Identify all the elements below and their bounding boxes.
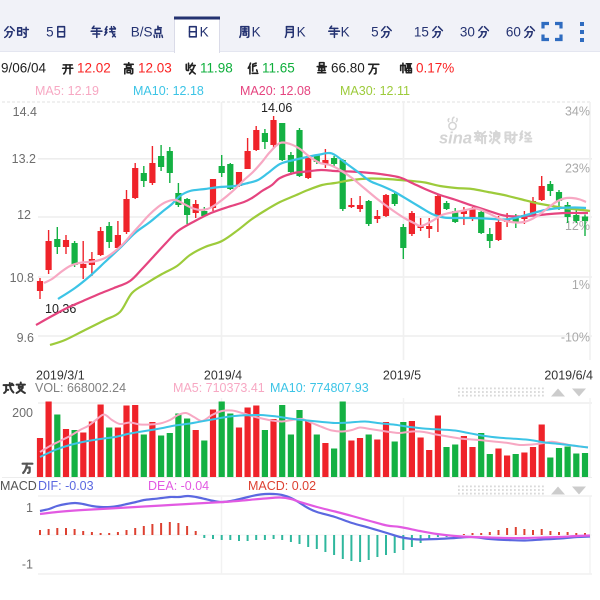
- svg-text:200: 200: [12, 406, 33, 420]
- svg-text:9.6: 9.6: [17, 331, 34, 345]
- svg-text:66.80: 66.80: [331, 61, 365, 76]
- svg-text:MA10: 12.18: MA10: 12.18: [133, 84, 204, 98]
- svg-text:sina: sina: [439, 130, 472, 148]
- svg-text:MA10: 774807.93: MA10: 774807.93: [270, 381, 369, 395]
- svg-text:15: 15: [414, 25, 429, 40]
- svg-text:14.06: 14.06: [261, 101, 292, 115]
- svg-text:DEA: -0.04: DEA: -0.04: [148, 479, 209, 493]
- svg-text:9/06/04: 9/06/04: [1, 61, 47, 76]
- svg-text:VOL: 668002.24: VOL: 668002.24: [35, 381, 126, 395]
- svg-text:MA30: 12.11: MA30: 12.11: [340, 84, 410, 98]
- svg-text:60: 60: [506, 25, 521, 40]
- svg-text:34%: 34%: [565, 105, 590, 119]
- svg-text:DIF: -0.03: DIF: -0.03: [38, 479, 94, 493]
- svg-text:MA5: 710373.41: MA5: 710373.41: [173, 381, 265, 395]
- svg-text:2019/3/1: 2019/3/1: [36, 369, 85, 383]
- svg-text:K: K: [252, 25, 261, 40]
- svg-text:12%: 12%: [565, 219, 590, 233]
- svg-text:14.4: 14.4: [13, 105, 37, 119]
- svg-text:K: K: [200, 25, 209, 40]
- svg-text:1: 1: [26, 501, 33, 515]
- svg-text:0.17%: 0.17%: [416, 61, 454, 76]
- svg-text:12.02: 12.02: [77, 61, 111, 76]
- svg-text:13.2: 13.2: [12, 152, 36, 166]
- svg-text:11.98: 11.98: [200, 61, 233, 76]
- svg-text:10.8: 10.8: [10, 271, 34, 285]
- svg-text:K: K: [341, 25, 350, 40]
- svg-text:12.03: 12.03: [138, 61, 172, 76]
- svg-text:1%: 1%: [572, 278, 590, 292]
- svg-text:23%: 23%: [565, 162, 590, 176]
- svg-text:MA5: 12.19: MA5: 12.19: [35, 84, 99, 98]
- svg-text:MA20: 12.08: MA20: 12.08: [240, 84, 311, 98]
- svg-text:2019/6/4: 2019/6/4: [544, 369, 593, 383]
- svg-text:10.36: 10.36: [45, 302, 76, 316]
- svg-text:30: 30: [460, 25, 475, 40]
- svg-text:5: 5: [371, 25, 379, 40]
- svg-text:12: 12: [17, 208, 31, 222]
- svg-text:MACD: 0.02: MACD: 0.02: [248, 479, 316, 493]
- svg-text:5: 5: [46, 25, 54, 40]
- svg-text:-1: -1: [22, 558, 33, 572]
- svg-text:MACD: MACD: [0, 479, 37, 493]
- svg-text:2019/4: 2019/4: [204, 369, 242, 383]
- svg-text:-10%: -10%: [561, 331, 590, 345]
- svg-text:B/S: B/S: [131, 25, 153, 40]
- svg-text:11.65: 11.65: [262, 61, 295, 76]
- svg-text:2019/5: 2019/5: [383, 369, 421, 383]
- svg-text:K: K: [297, 25, 306, 40]
